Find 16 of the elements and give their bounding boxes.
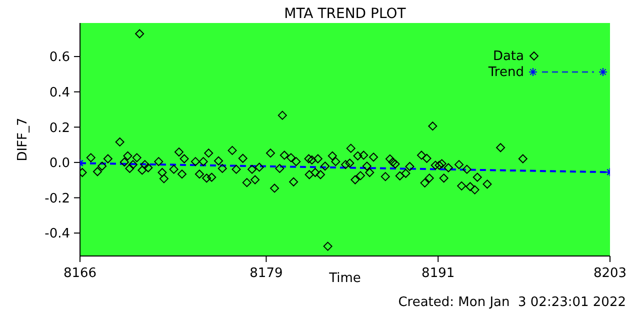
- y-axis-title: DIFF_7: [16, 118, 31, 162]
- y-tick-label: -0.4: [44, 226, 70, 242]
- x-tick-label: 8166: [63, 266, 97, 282]
- x-tick-label: 8203: [593, 266, 627, 282]
- x-tick-label: 8179: [250, 266, 283, 282]
- legend-label: Data: [492, 48, 524, 64]
- legend-label: Trend: [488, 64, 524, 80]
- y-tick-label: 0.6: [49, 50, 70, 66]
- y-tick-label: 0.4: [49, 85, 70, 100]
- y-tick-label: -0.2: [44, 191, 70, 206]
- y-tick-label: 0.0: [49, 156, 70, 172]
- x-tick-label: 8191: [422, 266, 455, 282]
- x-axis-title: Time: [328, 271, 361, 286]
- chart-title: MTA TREND PLOT: [283, 6, 407, 22]
- text: Created: Mon Jan 3 02:23:01 2022: [398, 295, 626, 310]
- y-tick-label: 0.2: [49, 120, 70, 136]
